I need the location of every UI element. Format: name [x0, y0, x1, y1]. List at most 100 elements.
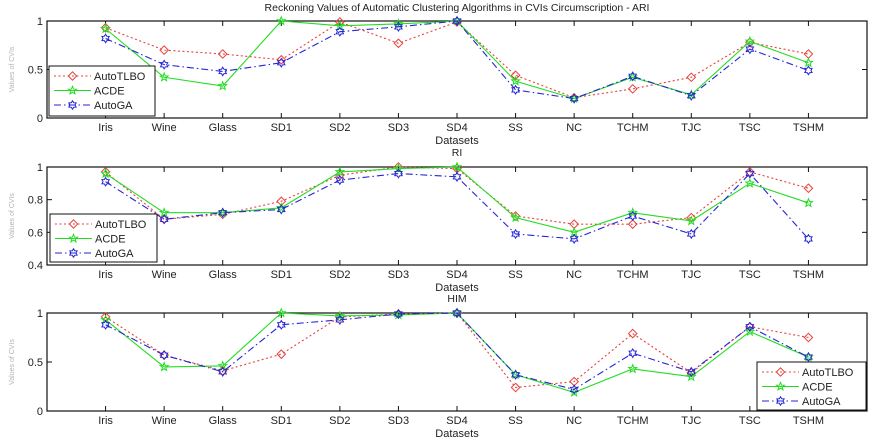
- data-point: [627, 207, 639, 218]
- data-point: [744, 35, 756, 46]
- data-point: [569, 233, 579, 245]
- data-point: [803, 183, 814, 194]
- data-point: [335, 26, 345, 37]
- legend-label: ACDE: [95, 234, 126, 246]
- x-tick-label: Iris: [98, 269, 113, 281]
- y-axis-label: Values of CVIs: [9, 193, 16, 239]
- series-autoga: [101, 307, 813, 395]
- data-point: [627, 219, 638, 230]
- data-point: [510, 212, 521, 223]
- data-point: [744, 325, 756, 337]
- x-tick-label: Glass: [209, 269, 238, 281]
- data-point: [452, 171, 462, 182]
- x-tick-label: Glass: [209, 122, 238, 134]
- x-tick-label: SD4: [446, 415, 467, 427]
- data-point: [511, 228, 521, 240]
- data-point: [393, 38, 404, 49]
- data-point: [744, 177, 756, 188]
- data-point: [685, 371, 697, 382]
- x-tick-label: SD3: [388, 269, 409, 281]
- data-point: [627, 83, 638, 94]
- x-tick-label: Iris: [98, 122, 113, 134]
- data-point: [569, 93, 579, 104]
- subplot-ari: Reckoning Values of Automatic Clustering…: [9, 2, 868, 147]
- data-point: [393, 21, 403, 32]
- data-point: [452, 307, 462, 319]
- x-tick-label: TCHM: [617, 122, 649, 134]
- data-point: [100, 167, 111, 179]
- x-tick-label: SS: [508, 415, 523, 427]
- data-point: [569, 384, 579, 395]
- x-tick-label: TSHM: [793, 122, 824, 134]
- x-tick-label: SD1: [271, 269, 292, 281]
- legend-marker: [69, 247, 78, 259]
- data-point: [685, 215, 697, 226]
- series-line: [105, 20, 809, 100]
- data-point: [803, 197, 814, 208]
- data-point: [218, 207, 228, 218]
- data-point: [218, 366, 228, 377]
- x-tick-label: SD2: [329, 269, 350, 281]
- data-point: [276, 57, 286, 68]
- data-point: [510, 70, 521, 81]
- x-tick-label: Wine: [152, 415, 177, 427]
- legend-marker: [775, 367, 786, 377]
- data-point: [217, 80, 229, 91]
- y-tick-label: 1: [37, 162, 43, 174]
- x-tick-label: TSC: [739, 122, 761, 134]
- series-autoga: [101, 168, 813, 245]
- y-tick-label: 1: [37, 16, 43, 28]
- data-point: [803, 57, 814, 68]
- data-point: [276, 319, 286, 330]
- x-tick-label: TSC: [739, 415, 761, 427]
- x-tick-label: TJC: [681, 269, 701, 281]
- chart-title: HIM: [447, 293, 466, 305]
- chart-title: Reckoning Values of Automatic Clustering…: [265, 2, 650, 14]
- x-tick-label: Iris: [98, 415, 113, 427]
- legend-marker: [67, 84, 78, 96]
- data-point: [218, 66, 228, 77]
- data-point: [275, 307, 287, 318]
- x-tick-label: SD3: [388, 122, 409, 134]
- series-autoga: [101, 15, 813, 104]
- data-point: [510, 382, 521, 393]
- y-tick-label: 0.8: [28, 195, 43, 207]
- data-point: [101, 176, 111, 187]
- data-point: [628, 71, 638, 82]
- x-tick-label: TCHM: [617, 415, 649, 427]
- x-tick-label: NC: [566, 122, 582, 134]
- series-line: [105, 166, 809, 233]
- data-point: [686, 90, 696, 101]
- data-point: [276, 349, 287, 360]
- data-point: [803, 351, 813, 363]
- legend-label: AutoGA: [95, 248, 134, 260]
- x-tick-label: SD1: [271, 415, 292, 427]
- y-tick-label: 0: [37, 113, 43, 125]
- y-tick-label: 0.5: [28, 357, 43, 369]
- legend-marker: [68, 232, 79, 244]
- data-point: [452, 15, 462, 27]
- x-tick-label: TCHM: [617, 269, 649, 281]
- series-acde: [100, 161, 814, 237]
- data-point: [158, 71, 170, 82]
- y-axis-label: Values of CVIs: [9, 339, 16, 385]
- legend-label: ACDE: [802, 382, 833, 394]
- data-point: [334, 310, 346, 321]
- data-point: [100, 22, 111, 33]
- data-point: [334, 166, 346, 177]
- data-point: [101, 319, 111, 330]
- data-point: [628, 210, 638, 222]
- x-tick-label: TSC: [739, 269, 761, 281]
- y-tick-label: 1: [37, 308, 43, 320]
- data-point: [686, 366, 696, 377]
- legend-marker: [68, 99, 77, 111]
- data-point: [745, 43, 755, 55]
- y-tick-label: 0.4: [28, 260, 43, 272]
- data-point: [100, 166, 111, 177]
- x-tick-label: TSHM: [793, 415, 824, 427]
- x-tick-label: SS: [508, 269, 523, 281]
- axes-box: [46, 312, 868, 412]
- data-point: [393, 18, 404, 29]
- data-point: [101, 33, 111, 44]
